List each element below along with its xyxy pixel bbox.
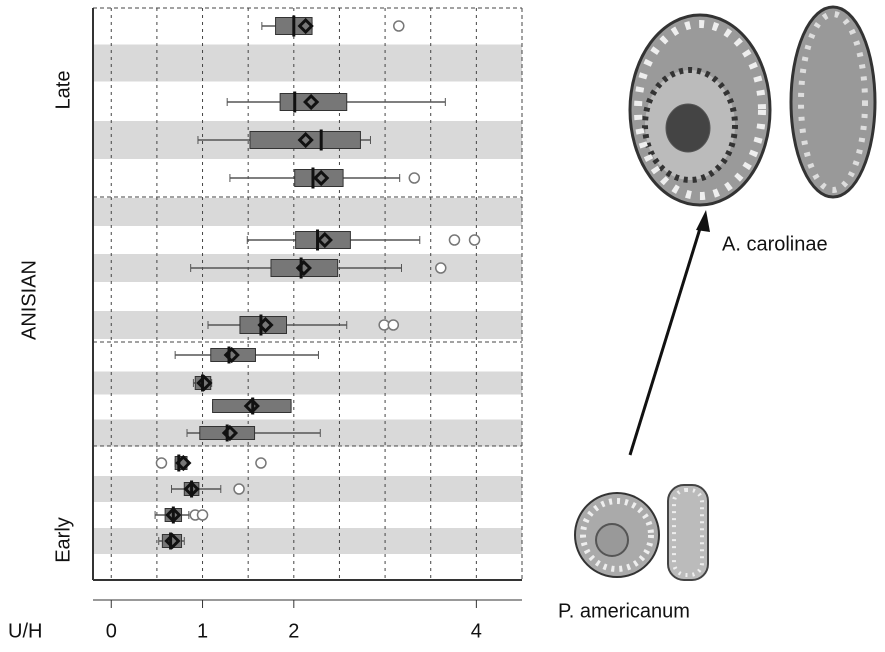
- outlier: [388, 320, 398, 330]
- arrow: [630, 222, 702, 455]
- x-tick-label: 1: [197, 620, 208, 642]
- outlier: [234, 484, 244, 494]
- ammonite-small: [575, 493, 659, 577]
- outlier: [409, 173, 419, 183]
- annotation: P. americanum: [558, 600, 690, 622]
- annotation: A. carolinae: [722, 233, 828, 255]
- outlier: [256, 458, 266, 468]
- outlier: [394, 21, 404, 31]
- outlier: [156, 458, 166, 468]
- ammonite-large: [630, 15, 770, 205]
- box: [280, 94, 347, 111]
- outlier: [198, 510, 208, 520]
- box: [295, 170, 343, 187]
- chart: 0 1 2 4 A. carolinae P. americanum Late Ear…: [0, 0, 885, 647]
- arrow-head: [696, 210, 710, 232]
- outlier: [449, 235, 459, 245]
- ammonite-small-side: [668, 485, 708, 580]
- box: [240, 317, 287, 334]
- substage-label: Late: [52, 71, 74, 110]
- ammonite-large-side: [791, 7, 875, 197]
- outlier: [436, 263, 446, 273]
- x-tick-label: 2: [288, 620, 299, 642]
- x-tick-label: 4: [471, 620, 482, 642]
- stage-label: ANISIAN: [18, 260, 40, 340]
- outlier: [470, 235, 480, 245]
- x-tick-label: 0: [106, 620, 117, 642]
- substage-label: Early: [52, 517, 74, 563]
- x-axis-label: U/H: [8, 620, 42, 642]
